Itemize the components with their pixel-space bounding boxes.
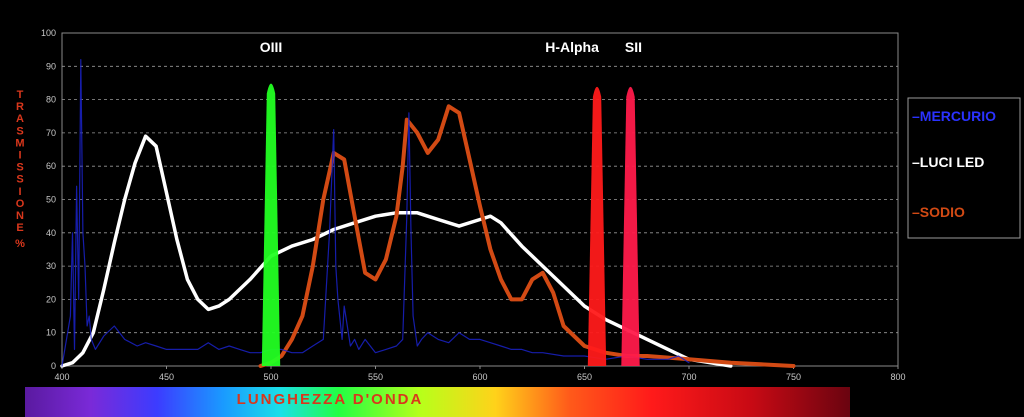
x-tick-label: 500 [263,372,278,382]
x-tick-label: 700 [681,372,696,382]
filter-band-label: H-Alpha [545,39,599,55]
legend-item-sodio: –SODIO [912,204,965,220]
filter-band-sii [621,86,640,367]
x-tick-label: 550 [368,372,383,382]
x-tick-label: 800 [890,372,905,382]
y-axis-label-char: S [16,125,23,137]
gridlines [62,65,898,334]
legend-item-mercurio: –MERCURIO [912,108,996,124]
y-tick-label: 0 [51,361,56,371]
legend-item-luci-led: –LUCI LED [912,154,984,170]
y-tick-label: 30 [46,261,56,271]
legend-box [907,97,1021,239]
wavelength-spectrum-bar [25,387,850,417]
y-axis-label-char: O [16,198,25,210]
x-tick-label: 450 [159,372,174,382]
series-line-sodio [258,104,796,368]
y-tick-label: 10 [46,328,56,338]
series-lines [60,59,796,368]
y-axis-label-char: S [16,162,23,174]
x-tick-label: 600 [472,372,487,382]
filter-band-oiii [261,83,281,366]
y-axis-label-char: N [16,210,24,222]
x-tick-label: 750 [786,372,801,382]
y-tick-label: 20 [46,294,56,304]
x-tick-label: 650 [577,372,592,382]
series-line-mercurio [61,59,690,367]
y-axis-label-char: S [16,174,23,186]
legend: –MERCURIO –LUCI LED –SODIO [907,97,1021,239]
series-line-luci-led [60,134,733,368]
x-axis-label: LUNGHEZZA D'ONDA [237,391,424,408]
y-axis-label-char: T [17,89,24,101]
x-axis-ticks: 400 450 500 550 600 650 700 750 800 [54,366,906,382]
y-axis-label-char: I [18,150,21,162]
y-axis-ticks: 0 10 20 30 40 50 60 70 80 90 100 [41,28,56,371]
y-axis-label-char: R [16,101,24,113]
y-tick-label: 80 [46,95,56,105]
y-tick-label: 60 [46,161,56,171]
y-tick-label: 90 [46,61,56,71]
y-tick-label: 100 [41,28,56,38]
y-axis-label-char: M [15,137,24,149]
filter-band-label: SII [625,39,642,55]
y-axis-label-char: I [18,186,21,198]
y-tick-label: 70 [46,128,56,138]
y-tick-label: 40 [46,228,56,238]
y-axis-label-char: E [16,222,23,234]
filter-bands: OIII H-Alpha SII [260,39,642,367]
filter-band-label: OIII [260,39,283,55]
y-tick-label: 50 [46,195,56,205]
x-tick-label: 400 [54,372,69,382]
y-axis-label-unit: % [15,238,25,250]
filter-band-h-alpha [587,86,607,367]
y-axis-label-char: A [16,113,24,125]
